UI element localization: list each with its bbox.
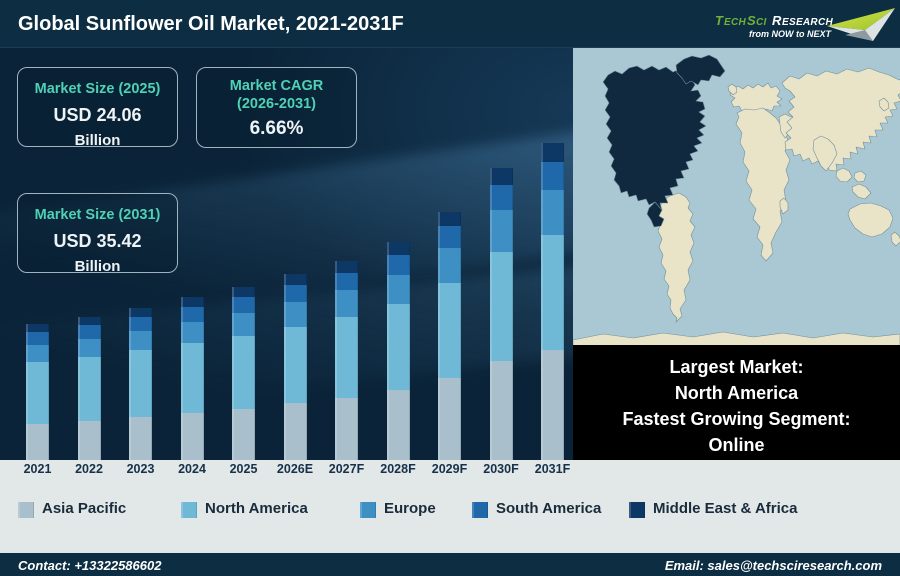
svg-text:ESEARCH: ESEARCH	[782, 17, 833, 28]
svg-text:T: T	[715, 13, 724, 28]
svg-text:ECH: ECH	[724, 17, 746, 28]
svg-text:R: R	[772, 13, 782, 28]
svg-text:from NOW to NEXT: from NOW to NEXT	[749, 29, 832, 39]
svg-text:CI: CI	[756, 17, 767, 28]
svg-text:S: S	[747, 13, 756, 28]
